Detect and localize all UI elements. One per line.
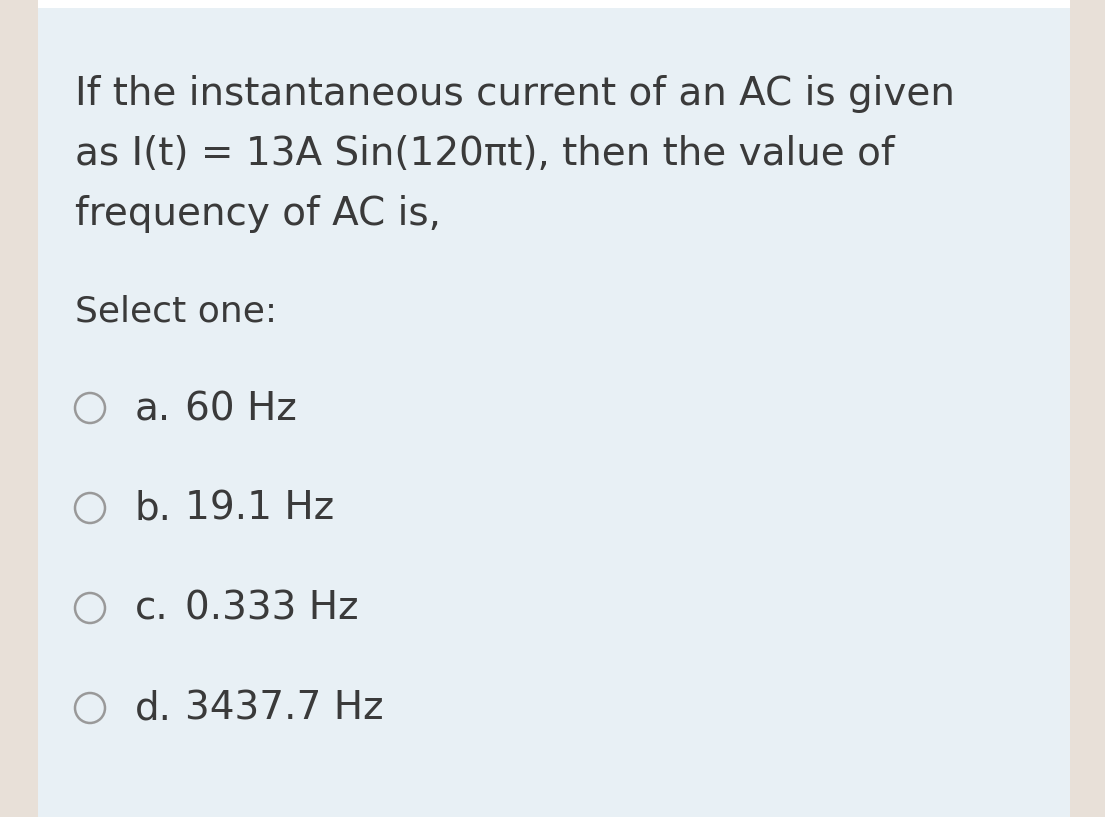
Circle shape — [75, 593, 105, 623]
Text: d.: d. — [135, 690, 172, 728]
Text: Select one:: Select one: — [75, 295, 277, 329]
Circle shape — [75, 693, 105, 723]
Bar — [0, 0, 38, 817]
Text: b.: b. — [135, 490, 172, 528]
Bar — [38, 0, 1070, 8]
Text: as I(t) = 13A Sin(120πt), then the value of: as I(t) = 13A Sin(120πt), then the value… — [75, 135, 895, 173]
Text: 3437.7 Hz: 3437.7 Hz — [185, 690, 383, 728]
Text: a.: a. — [135, 390, 171, 428]
Text: If the instantaneous current of an AC is given: If the instantaneous current of an AC is… — [75, 75, 955, 113]
Text: 19.1 Hz: 19.1 Hz — [185, 490, 334, 528]
Text: frequency of AC is,: frequency of AC is, — [75, 195, 441, 233]
Text: 60 Hz: 60 Hz — [185, 390, 297, 428]
Text: 0.333 Hz: 0.333 Hz — [185, 590, 358, 628]
Bar — [1070, 0, 1105, 817]
Text: c.: c. — [135, 590, 169, 628]
Circle shape — [75, 493, 105, 523]
Circle shape — [75, 393, 105, 423]
